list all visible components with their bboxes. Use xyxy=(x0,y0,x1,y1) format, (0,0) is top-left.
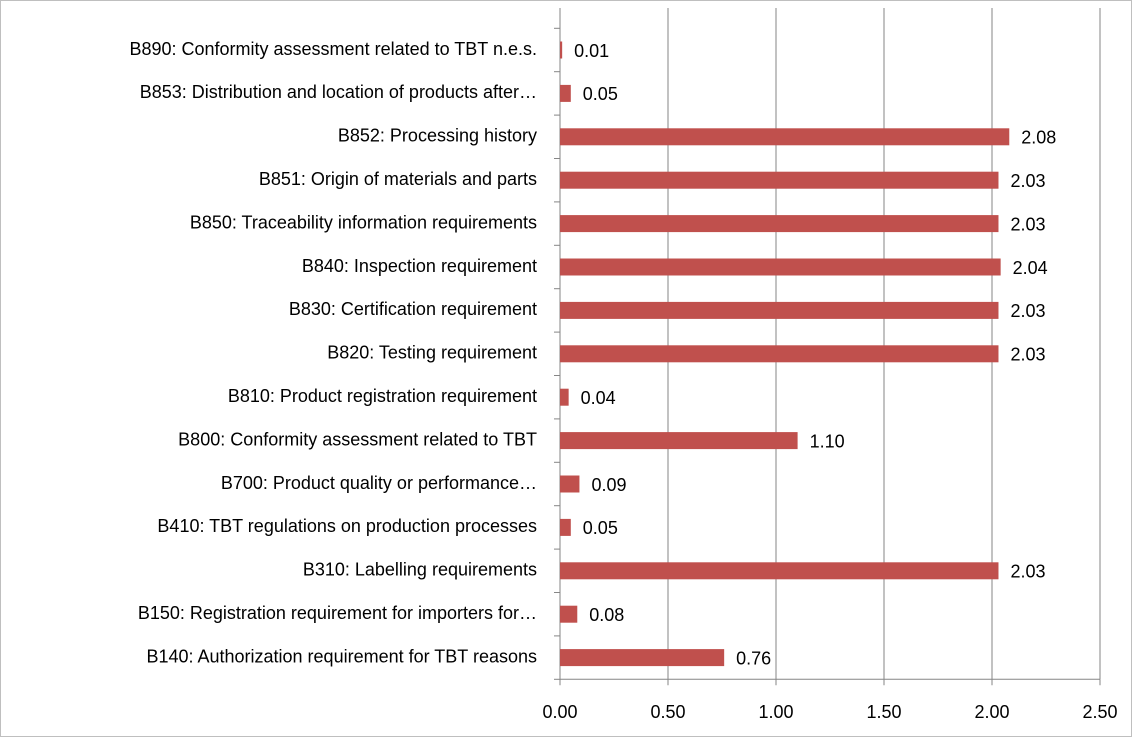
y-tick-label: B140: Authorization requirement for TBT … xyxy=(146,646,537,666)
x-tick-label: 1.00 xyxy=(758,702,793,722)
bar xyxy=(560,345,999,363)
bar xyxy=(560,171,999,189)
y-tick-label: B851: Origin of materials and parts xyxy=(259,169,537,189)
y-tick-label: B310: Labelling requirements xyxy=(303,560,537,580)
data-label: 2.03 xyxy=(1010,171,1045,191)
bar xyxy=(560,605,578,623)
bar xyxy=(560,475,580,493)
bar xyxy=(560,128,1010,146)
bar xyxy=(560,518,571,536)
data-label: 1.10 xyxy=(810,431,845,451)
bar xyxy=(560,215,999,233)
data-label: 0.08 xyxy=(589,605,624,625)
bar xyxy=(560,84,571,102)
data-label: 0.01 xyxy=(574,41,609,61)
y-tick-label: B810: Product registration requirement xyxy=(228,386,537,406)
x-tick-label: 0.00 xyxy=(542,702,577,722)
y-tick-label: B820: Testing requirement xyxy=(327,343,537,363)
y-tick-label: B830: Certification requirement xyxy=(289,299,537,319)
x-tick-label: 2.00 xyxy=(974,702,1009,722)
bar xyxy=(560,388,569,406)
data-label: 2.03 xyxy=(1010,301,1045,321)
data-label: 0.04 xyxy=(581,388,616,408)
bar xyxy=(560,301,999,319)
bar xyxy=(560,649,725,667)
data-label: 2.03 xyxy=(1010,214,1045,234)
y-tick-label: B850: Traceability information requireme… xyxy=(190,212,537,232)
y-tick-label: B853: Distribution and location of produ… xyxy=(140,82,537,102)
data-label: 0.05 xyxy=(583,518,618,538)
data-label: 0.05 xyxy=(583,84,618,104)
y-tick-label: B840: Inspection requirement xyxy=(302,256,537,276)
x-tick-label: 0.50 xyxy=(650,702,685,722)
data-label: 2.04 xyxy=(1013,258,1048,278)
data-label: 0.09 xyxy=(591,475,626,495)
data-label: 2.08 xyxy=(1021,128,1056,148)
y-tick-label: B700: Product quality or performance… xyxy=(221,473,537,493)
y-tick-label: B800: Conformity assessment related to T… xyxy=(178,429,537,449)
bar xyxy=(560,562,999,580)
x-tick-label: 1.50 xyxy=(866,702,901,722)
y-tick-label: B150: Registration requirement for impor… xyxy=(138,603,537,623)
bar xyxy=(560,41,563,59)
data-label: 2.03 xyxy=(1010,345,1045,365)
bar xyxy=(560,258,1001,276)
y-tick-label: B890: Conformity assessment related to T… xyxy=(129,39,537,59)
data-label: 2.03 xyxy=(1010,562,1045,582)
data-label: 0.76 xyxy=(736,648,771,668)
bar xyxy=(560,432,798,450)
y-tick-label: B852: Processing history xyxy=(338,126,537,146)
x-tick-label: 2.50 xyxy=(1082,702,1117,722)
y-tick-label: B410: TBT regulations on production proc… xyxy=(157,516,537,536)
